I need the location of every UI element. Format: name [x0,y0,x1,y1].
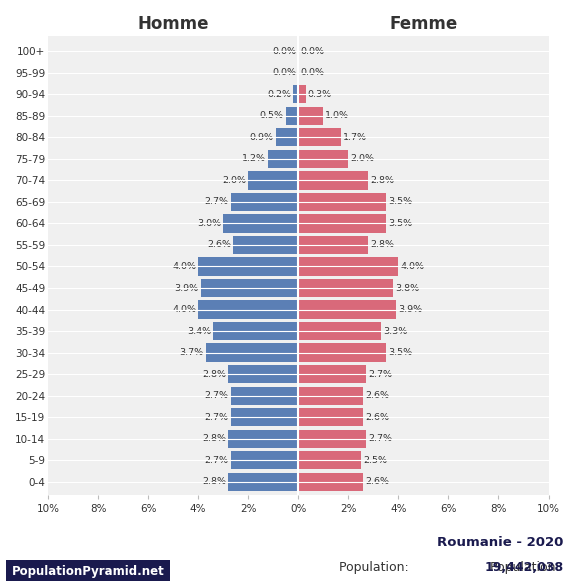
Text: 2.8%: 2.8% [202,477,226,486]
Bar [231,451,298,469]
Text: 2.5%: 2.5% [363,456,387,465]
Bar [298,257,398,275]
Text: 2.6%: 2.6% [365,413,389,422]
Text: 2.8%: 2.8% [370,176,394,185]
Text: 2.7%: 2.7% [205,198,229,206]
Text: 3.5%: 3.5% [388,348,412,357]
Bar [198,300,298,319]
Text: 3.5%: 3.5% [388,198,412,206]
Text: 3.3%: 3.3% [383,327,407,336]
Text: 2.8%: 2.8% [202,370,226,379]
Bar [298,214,386,232]
Text: 0.5%: 0.5% [260,112,283,120]
Text: 2.6%: 2.6% [365,477,389,486]
Text: 2.8%: 2.8% [202,434,226,443]
Text: 2.7%: 2.7% [368,370,392,379]
Text: Homme: Homme [137,15,209,33]
Bar [298,365,366,383]
Text: 3.8%: 3.8% [396,284,420,292]
Bar [223,214,298,232]
Text: Population:: Population: [490,561,564,574]
Text: 2.8%: 2.8% [370,241,394,249]
Bar [201,279,298,297]
Bar [298,279,393,297]
Text: 3.0%: 3.0% [197,219,221,228]
Text: 3.9%: 3.9% [398,305,422,314]
Bar [276,128,298,146]
Text: Population:: Population: [339,561,413,574]
Text: 1.7%: 1.7% [343,133,367,142]
Text: 2.7%: 2.7% [205,391,229,400]
Text: 3.7%: 3.7% [179,348,204,357]
Text: 3.4%: 3.4% [187,327,211,336]
Text: 2.6%: 2.6% [365,391,389,400]
Bar [231,408,298,426]
Bar [248,171,298,189]
Text: 1.2%: 1.2% [242,155,266,163]
Bar [228,365,298,383]
Bar [298,300,396,319]
Bar [298,343,386,362]
Text: 0.2%: 0.2% [267,90,292,99]
Text: 0.0%: 0.0% [272,46,296,56]
Bar [298,171,369,189]
Bar [228,472,298,491]
Text: 1.0%: 1.0% [325,112,349,120]
Bar [298,193,386,211]
Bar [231,193,298,211]
Bar [298,85,306,103]
Text: 2.7%: 2.7% [368,434,392,443]
Bar [298,150,348,168]
Bar [298,408,363,426]
Bar [298,128,341,146]
Text: 2.0%: 2.0% [350,155,374,163]
Text: 2.0%: 2.0% [222,176,246,185]
Text: 0.0%: 0.0% [300,68,324,77]
Text: 3.5%: 3.5% [388,219,412,228]
Text: Femme: Femme [389,15,458,33]
Text: 2.7%: 2.7% [205,456,229,465]
Bar [298,322,381,340]
Text: 0.0%: 0.0% [272,68,296,77]
Text: 4.0%: 4.0% [172,262,196,271]
Text: 2.6%: 2.6% [207,241,231,249]
Bar [298,107,323,125]
Text: 2.7%: 2.7% [205,413,229,422]
Bar [286,107,298,125]
Bar [298,451,361,469]
Text: 3.9%: 3.9% [175,284,199,292]
Bar [293,85,298,103]
Text: PopulationPyramid.net: PopulationPyramid.net [12,565,164,578]
Bar [198,257,298,275]
Bar [213,322,298,340]
Text: 0.0%: 0.0% [300,46,324,56]
Text: 0.3%: 0.3% [308,90,332,99]
Bar [298,236,369,254]
Text: 4.0%: 4.0% [172,305,196,314]
Text: 0.9%: 0.9% [250,133,274,142]
Text: 19,442,038: 19,442,038 [484,561,564,574]
Bar [206,343,298,362]
Bar [233,236,298,254]
Bar [228,429,298,448]
Bar [298,386,363,405]
Text: 4.0%: 4.0% [400,262,424,271]
Bar [298,429,366,448]
Text: Roumanie - 2020: Roumanie - 2020 [437,536,564,549]
Bar [268,150,298,168]
Bar [298,472,363,491]
Bar [231,386,298,405]
